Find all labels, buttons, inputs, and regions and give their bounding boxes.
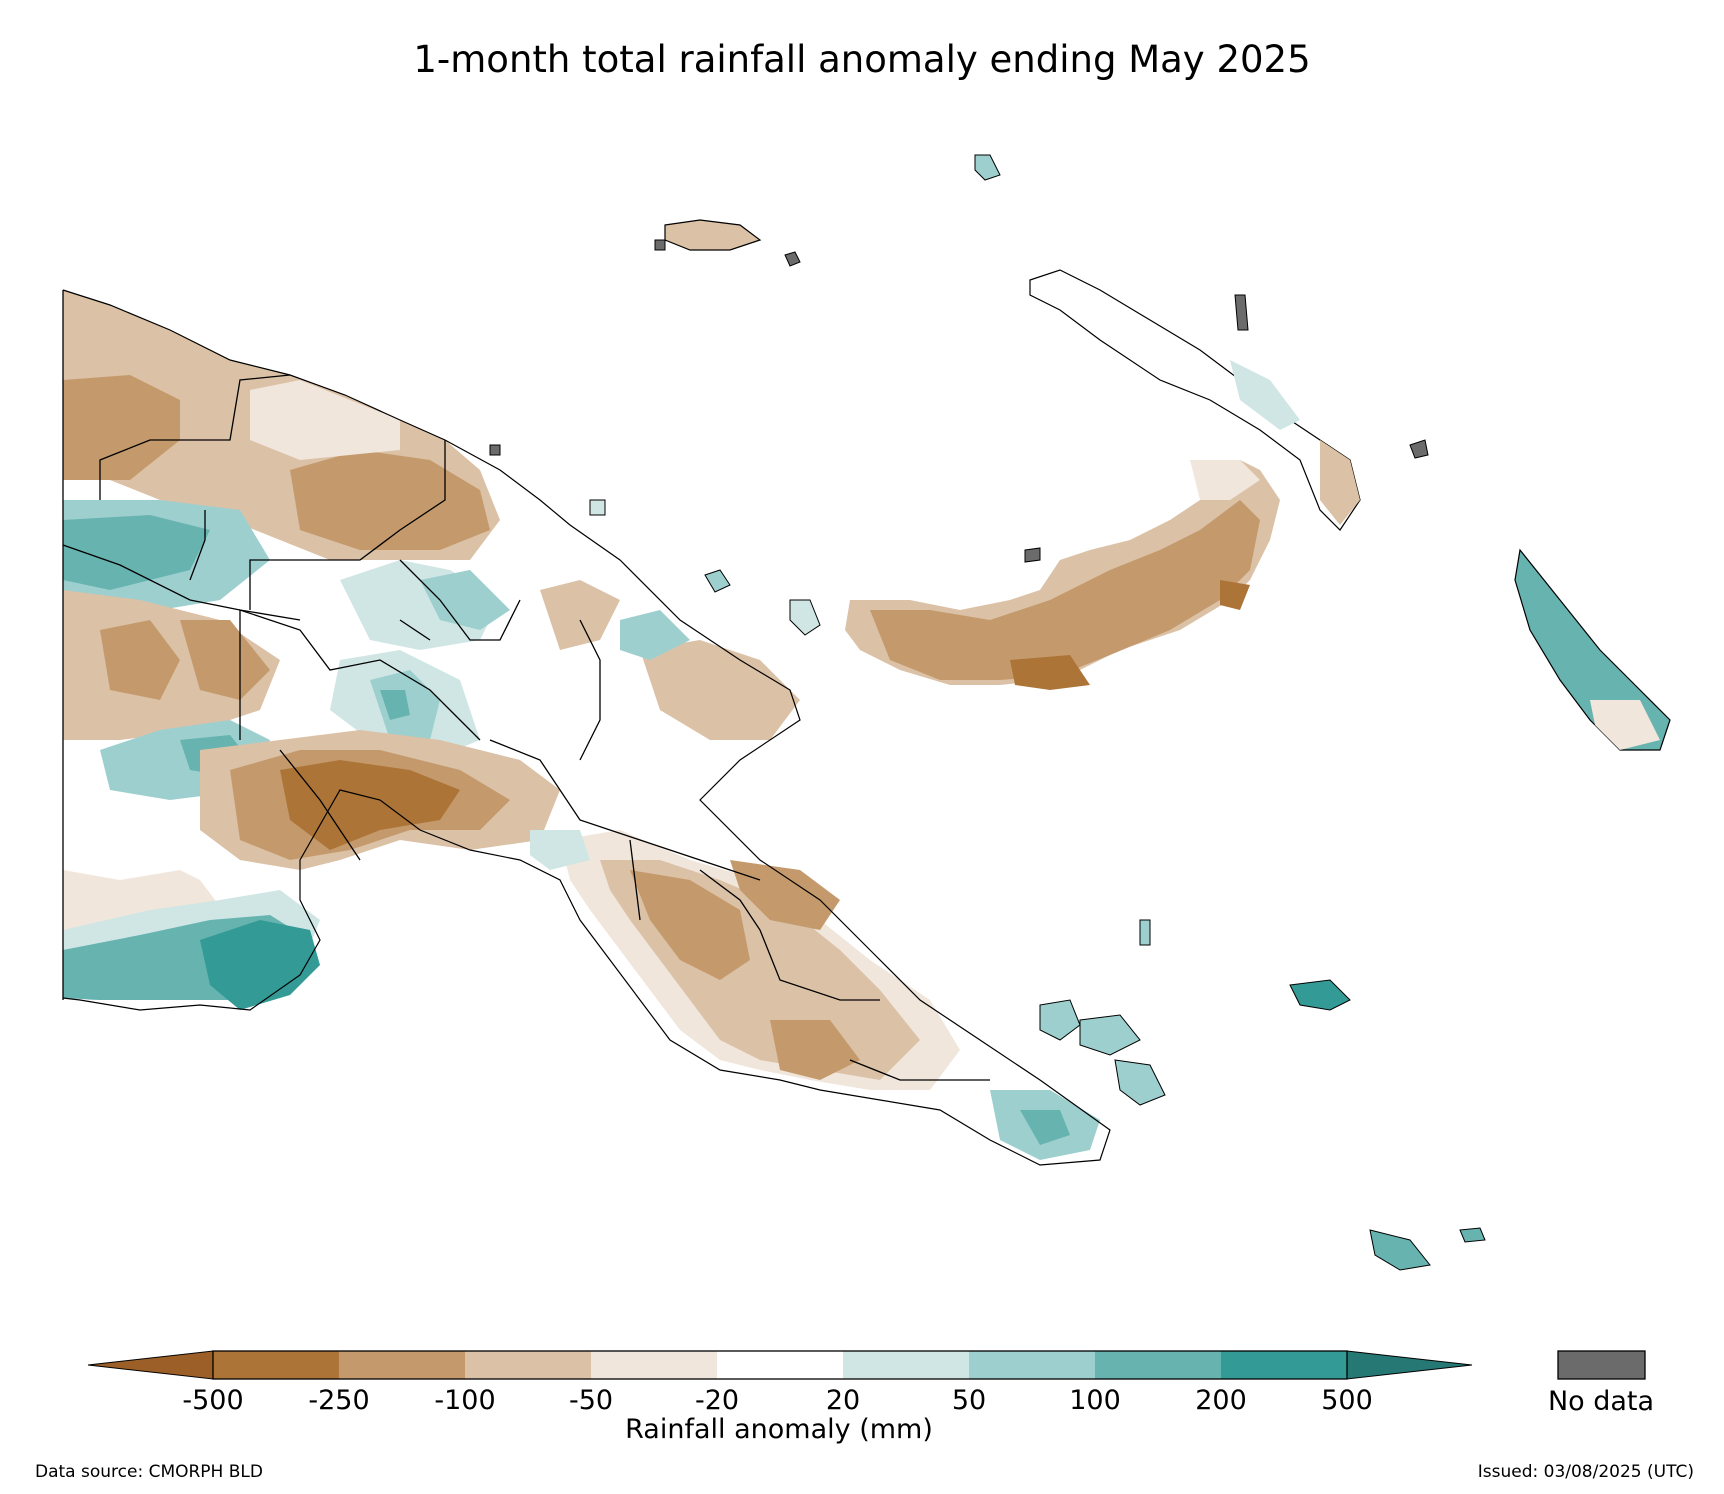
tick-label: 20 bbox=[825, 1385, 861, 1416]
new-britain bbox=[845, 460, 1280, 690]
data-source: Data source: CMORPH BLD bbox=[35, 1462, 263, 1482]
schouten-island bbox=[589, 499, 606, 516]
manus-island bbox=[664, 219, 762, 251]
new-britain-brown bbox=[870, 500, 1260, 680]
zone-highlands-teal-5 bbox=[380, 690, 410, 720]
new-ireland bbox=[1029, 269, 1361, 531]
new-britain-dark-2 bbox=[1220, 580, 1250, 610]
tick-label: -100 bbox=[434, 1385, 496, 1416]
zone-se-brown-3 bbox=[730, 860, 840, 930]
colorbar-bin-6 bbox=[843, 1351, 969, 1379]
woodlark-island bbox=[1289, 979, 1351, 1011]
zone-se-brown bbox=[630, 870, 750, 980]
colorbar-bin-7 bbox=[969, 1351, 1095, 1379]
colorbar-label: Rainfall anomaly (mm) bbox=[625, 1414, 933, 1445]
zone-sw-white bbox=[63, 760, 200, 880]
colorbar-frame bbox=[212, 1350, 1348, 1380]
colorbar-max-arrow bbox=[1346, 1350, 1473, 1380]
issued-date: Issued: 03/08/2025 (UTC) bbox=[1477, 1462, 1694, 1482]
zone-wc-brown bbox=[100, 620, 180, 700]
no-data-islands bbox=[489, 239, 1429, 563]
no-data-swatch bbox=[1557, 1350, 1646, 1380]
new-ireland-tan bbox=[1320, 440, 1360, 525]
zone-nw-brown bbox=[63, 375, 180, 480]
rainfall-anomaly-map bbox=[62, 154, 1671, 1271]
rossel-island bbox=[1369, 1229, 1431, 1271]
new-britain-dark bbox=[1010, 655, 1090, 690]
zone-se-brown-2 bbox=[770, 1020, 860, 1080]
zone-highlands-teal-2 bbox=[420, 570, 510, 630]
zone-w-teal bbox=[63, 515, 210, 590]
tick-label: 500 bbox=[1321, 1385, 1373, 1416]
colorbar-min-arrow bbox=[87, 1350, 214, 1380]
tick-label: -500 bbox=[182, 1385, 244, 1416]
mainland-coast bbox=[62, 289, 1111, 1166]
long-island bbox=[789, 599, 821, 636]
tick-label: -250 bbox=[308, 1385, 370, 1416]
zone-n-light bbox=[250, 380, 400, 460]
new-britain-white bbox=[1190, 460, 1260, 500]
tick-label: 200 bbox=[1195, 1385, 1247, 1416]
colorbar-bin-4 bbox=[591, 1351, 717, 1379]
sudest-island bbox=[1459, 1227, 1486, 1243]
new-ireland-teal bbox=[1230, 360, 1300, 430]
new-ireland-outline bbox=[1029, 269, 1361, 531]
colorbar-bin-1 bbox=[213, 1351, 339, 1379]
mainland-png bbox=[62, 289, 1111, 1166]
normanby-island bbox=[1114, 1059, 1166, 1106]
zone-ne-light bbox=[540, 580, 620, 650]
colorbar-bin-3 bbox=[465, 1351, 591, 1379]
bougainville-south bbox=[1590, 700, 1660, 750]
zone-sw-teal-dark bbox=[200, 920, 320, 1010]
zone-wc-brown-2 bbox=[180, 620, 270, 700]
zone-tip-teal-dark bbox=[1020, 1110, 1070, 1145]
karkar-island bbox=[704, 569, 731, 593]
tick-label: 100 bbox=[1069, 1385, 1121, 1416]
colorbar-bin-9 bbox=[1221, 1351, 1347, 1379]
colorbar-bin-5 bbox=[717, 1351, 843, 1379]
tick-label: 50 bbox=[951, 1385, 987, 1416]
zone-ne-teal bbox=[620, 610, 690, 660]
province-boundaries bbox=[62, 374, 990, 1081]
fergusson-island bbox=[1079, 1014, 1141, 1056]
colorbar-bin-8 bbox=[1095, 1351, 1221, 1379]
trobriand-islands bbox=[1139, 919, 1151, 946]
zone-n-brown bbox=[290, 450, 490, 550]
map-title: 1-month total rainfall anomaly ending Ma… bbox=[413, 38, 1311, 81]
zone-ne-tan bbox=[640, 640, 800, 740]
zone-gulf-dark bbox=[280, 760, 460, 850]
tick-label: -50 bbox=[568, 1385, 614, 1416]
colorbar-bin-2 bbox=[339, 1351, 465, 1379]
no-data-label: No data bbox=[1547, 1386, 1655, 1417]
goodenough-island bbox=[1039, 999, 1081, 1041]
zone-central-teal bbox=[530, 830, 590, 870]
mussau-island bbox=[974, 154, 1001, 181]
tick-label: -20 bbox=[694, 1385, 740, 1416]
